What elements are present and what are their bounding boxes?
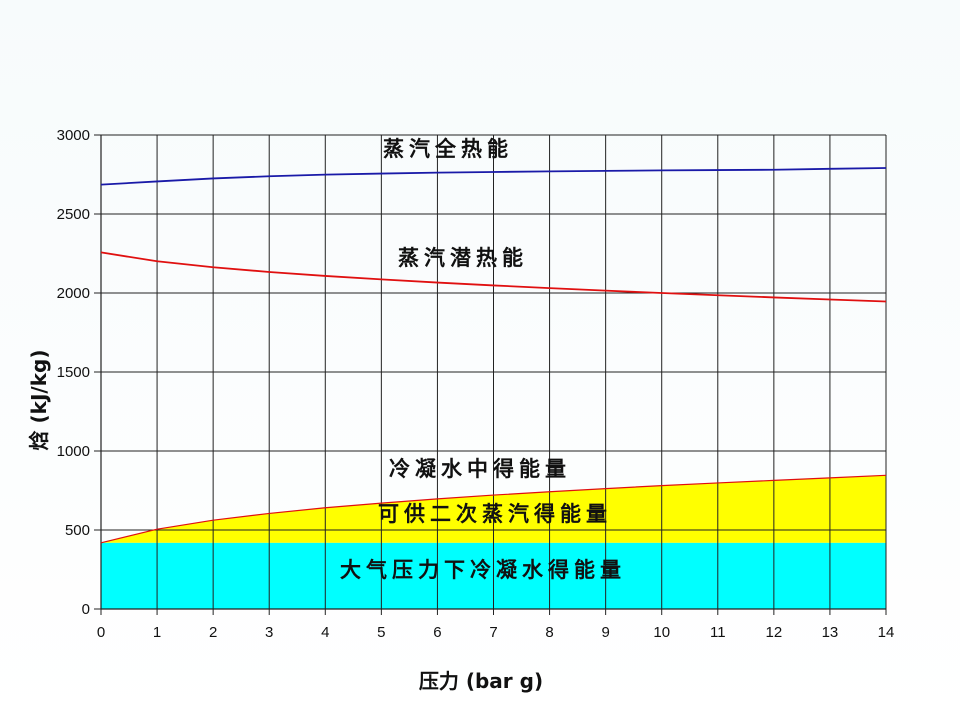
annotation-latent-heat: 蒸汽潜热能 <box>398 246 528 270</box>
annotation-condensate-heat: 冷凝水中得能量 <box>389 457 571 481</box>
x-tick-label-10: 10 <box>653 624 670 641</box>
x-tick-label-14: 14 <box>878 624 895 641</box>
x-tick-label-8: 8 <box>545 624 553 641</box>
x-axis-title: 压力 (bar g) <box>419 669 543 693</box>
annotation-flash-steam: 可供二次蒸汽得能量 <box>378 502 612 526</box>
x-tick-label-13: 13 <box>822 624 839 641</box>
annotation-atmospheric-condensate: 大气压力下冷凝水得能量 <box>340 558 626 582</box>
x-tick-label-7: 7 <box>489 624 497 641</box>
y-tick-label-3000: 3000 <box>57 127 90 144</box>
y-axis-title: 焓 (kJ/kg) <box>27 350 51 451</box>
y-tick-label-1000: 1000 <box>57 443 90 460</box>
y-tick-label-0: 0 <box>82 601 90 618</box>
annotation-total-heat: 蒸汽全热能 <box>383 137 513 161</box>
y-tick-label-2000: 2000 <box>57 285 90 302</box>
x-tick-label-6: 6 <box>433 624 441 641</box>
series-lines <box>100 167 887 544</box>
x-tick-label-12: 12 <box>766 624 783 641</box>
tick-labels: 0 1 2 3 4 5 6 7 8 9 10 11 12 13 1405001000150020002500… <box>57 127 895 641</box>
x-tick-label-11: 11 <box>710 624 726 641</box>
x-tick-label-2: 2 <box>209 624 217 641</box>
y-tick-label-2500: 2500 <box>57 206 90 223</box>
x-tick-label-1: 1 <box>153 624 161 641</box>
x-tick-label-0: 0 <box>97 624 105 641</box>
x-tick-label-4: 4 <box>321 624 329 641</box>
y-tick-label-500: 500 <box>65 522 90 539</box>
y-tick-label-1500: 1500 <box>57 364 90 381</box>
x-tick-label-3: 3 <box>265 624 273 641</box>
grid <box>94 134 887 615</box>
x-tick-label-5: 5 <box>377 624 385 641</box>
x-tick-label-9: 9 <box>601 624 609 641</box>
